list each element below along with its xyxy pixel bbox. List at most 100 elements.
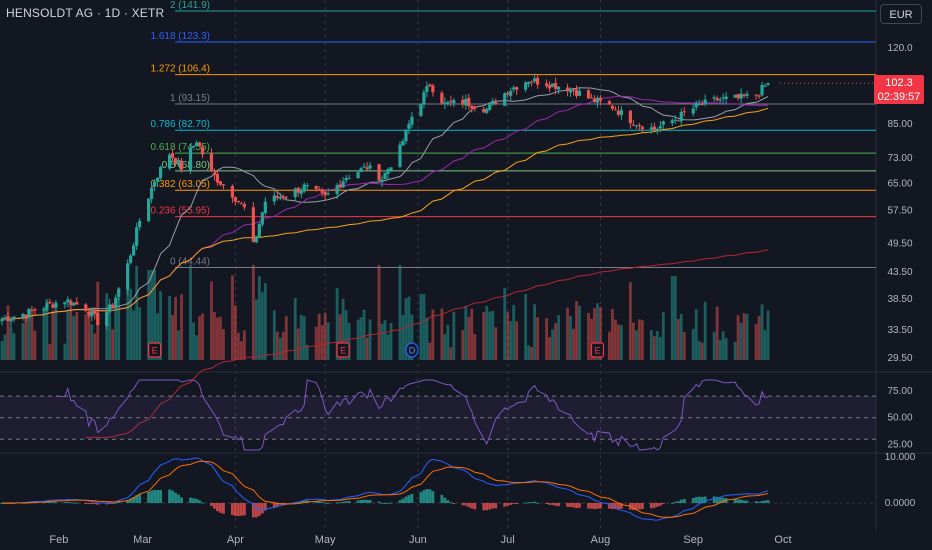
volume-bar (174, 297, 177, 360)
volume-bar (524, 294, 528, 360)
macd-histogram-bar (380, 502, 384, 504)
volume-bar (649, 330, 653, 360)
volume-bar (551, 329, 554, 360)
macd-histogram-bar (356, 500, 360, 503)
candle-body (745, 93, 749, 96)
volume-bar (425, 317, 429, 360)
candle-body (341, 181, 345, 188)
fib-level-label: 0.618 (74.55) (151, 142, 211, 153)
macd-histogram-bar (368, 500, 372, 503)
event-marker-label: E (594, 346, 600, 356)
volume-bar (467, 316, 471, 360)
volume-bar (153, 270, 157, 360)
candle-body (676, 120, 680, 122)
macd-histogram-bar (739, 499, 743, 503)
volume-bar (679, 313, 683, 360)
price-tick-label: 57.50 (887, 206, 912, 217)
macd-histogram-bar (236, 503, 240, 517)
volume-bar (658, 336, 662, 360)
volume-bar (281, 332, 285, 360)
candle-body (194, 142, 199, 147)
macd-histogram-bar (90, 503, 94, 504)
volume-bar (219, 316, 222, 360)
volume-bar (404, 298, 408, 360)
candle-body (652, 126, 656, 130)
macd-histogram-bar (691, 498, 695, 503)
macd-histogram-bar (63, 502, 67, 504)
volume-bar (733, 341, 737, 360)
volume-bar (569, 316, 572, 360)
macd-histogram-bar (422, 490, 426, 503)
macd-histogram-bar (470, 503, 474, 509)
candle-body (191, 145, 196, 148)
volume-bar (509, 321, 513, 360)
volume-bar (284, 316, 288, 360)
candle-body (506, 92, 510, 95)
candle-body (553, 82, 558, 89)
candle-body (69, 300, 73, 306)
fib-level-label: 0.382 (63.05) (151, 179, 211, 190)
candle-body (700, 103, 704, 106)
macd-histogram-bar (649, 503, 653, 509)
volume-bar (464, 305, 468, 360)
candle-body (556, 86, 561, 90)
volume-bar (578, 305, 581, 360)
volume-bar (3, 334, 7, 360)
candle-body (598, 97, 603, 101)
volume-bar (599, 307, 602, 360)
macd-histogram-bar (694, 496, 698, 503)
candle-body (473, 106, 477, 109)
macd-histogram-bar (260, 503, 264, 514)
volume-bar (694, 309, 698, 360)
candle-body (401, 141, 405, 146)
volume-bar (150, 270, 154, 360)
macd-histogram-bar (452, 503, 456, 504)
candle-body (9, 319, 13, 322)
volume-bar (168, 296, 171, 360)
candle-body (715, 98, 719, 101)
volume-bar (129, 289, 133, 360)
macd-histogram-bar (718, 497, 722, 503)
candle-body (491, 100, 495, 105)
candle-body (236, 200, 240, 203)
volume-bar (488, 311, 492, 360)
candle-body (170, 153, 175, 159)
macd-histogram-bar (150, 490, 154, 503)
macd-histogram-bar (503, 503, 507, 507)
macd-histogram-bar (620, 503, 623, 509)
macd-histogram-bar (198, 500, 201, 503)
countdown-timer: 02:39:57 (877, 91, 921, 103)
macd-histogram-bar (275, 503, 279, 507)
volume-bar (156, 313, 159, 360)
candle-body (571, 89, 576, 91)
macd-histogram-bar (485, 503, 489, 511)
macd-histogram-bar (338, 502, 342, 504)
macd-histogram-bar (596, 503, 599, 509)
candle-body (6, 316, 10, 321)
candle-body (404, 129, 408, 142)
macd-histogram-bar (147, 492, 151, 503)
candle-body (568, 88, 573, 93)
macd-histogram-bar (263, 503, 267, 511)
macd-histogram-bar (114, 502, 118, 504)
event-marker (590, 342, 605, 358)
macd-histogram-bar (138, 493, 142, 503)
macd-line (1, 457, 769, 521)
volume-bar (661, 312, 665, 360)
macd-histogram-bar (467, 503, 471, 508)
candle-body (254, 236, 258, 243)
candle-body (114, 297, 118, 307)
volume-bar (742, 313, 746, 360)
volume-bar (54, 309, 58, 360)
candle-body (200, 146, 205, 155)
volume-bar (239, 341, 243, 360)
volume-bar (377, 265, 381, 360)
macd-histogram-bar (87, 503, 91, 504)
macd-histogram-bar (446, 500, 450, 503)
candle-body (105, 312, 109, 326)
currency-button[interactable]: EUR (880, 4, 922, 24)
macd-histogram-bar (117, 501, 121, 503)
macd-histogram-bar (254, 503, 258, 518)
x-tick-label: May (315, 534, 336, 546)
